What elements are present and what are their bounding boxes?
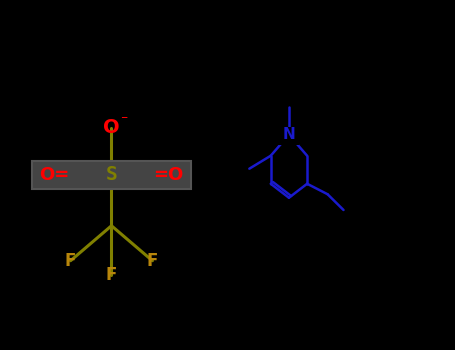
- Text: =O: =O: [153, 166, 183, 184]
- Text: O=: O=: [40, 166, 70, 184]
- Text: ⁻: ⁻: [121, 113, 128, 127]
- Text: F: F: [65, 252, 76, 270]
- Text: F: F: [147, 252, 158, 270]
- Text: N: N: [283, 127, 295, 142]
- FancyBboxPatch shape: [278, 127, 299, 145]
- Text: F: F: [106, 266, 117, 284]
- Text: O: O: [103, 118, 120, 137]
- FancyBboxPatch shape: [32, 161, 191, 189]
- Text: S: S: [106, 166, 117, 184]
